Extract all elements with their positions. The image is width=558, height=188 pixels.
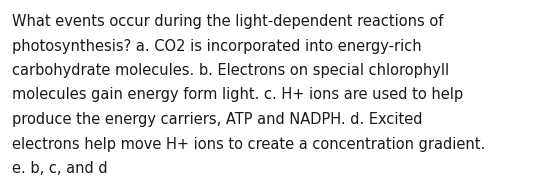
Text: carbohydrate molecules. b. Electrons on special chlorophyll: carbohydrate molecules. b. Electrons on …: [12, 63, 449, 78]
Text: photosynthesis? a. CO2 is incorporated into energy-rich: photosynthesis? a. CO2 is incorporated i…: [12, 39, 422, 54]
Text: e. b, c, and d: e. b, c, and d: [12, 161, 108, 176]
Text: electrons help move H+ ions to create a concentration gradient.: electrons help move H+ ions to create a …: [12, 136, 485, 152]
Text: What events occur during the light-dependent reactions of: What events occur during the light-depen…: [12, 14, 444, 29]
Text: molecules gain energy form light. c. H+ ions are used to help: molecules gain energy form light. c. H+ …: [12, 87, 463, 102]
Text: produce the energy carriers, ATP and NADPH. d. Excited: produce the energy carriers, ATP and NAD…: [12, 112, 422, 127]
